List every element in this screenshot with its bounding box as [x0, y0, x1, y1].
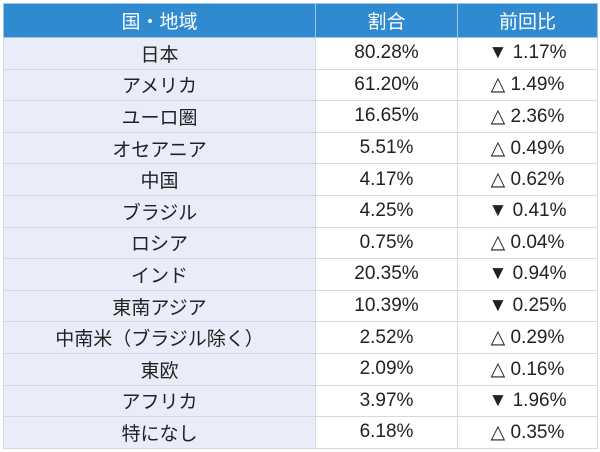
share-cell: 5.51%: [315, 131, 458, 165]
table-row: 特になし 6.18% △ 0.35%: [3, 416, 598, 449]
header-row: 国・地域 割合 前回比: [3, 3, 598, 38]
region-cell: アフリカ: [3, 384, 316, 418]
change-cell: △ 2.36%: [457, 100, 598, 133]
share-cell: 4.25%: [315, 194, 458, 228]
header-region: 国・地域: [3, 3, 316, 38]
region-share-table: 国・地域 割合 前回比 日本 80.28% ▼ 1.17% アメリカ 61.20% △ 1…: [3, 3, 598, 449]
region-cell: 日本: [3, 37, 316, 70]
share-cell: 3.97%: [315, 384, 458, 418]
table-row: オセアニア 5.51% △ 0.49%: [3, 131, 598, 165]
region-cell: アメリカ: [3, 68, 316, 102]
share-cell: 20.35%: [315, 258, 458, 291]
change-cell: △ 0.04%: [457, 226, 598, 260]
change-cell: ▼ 1.96%: [457, 384, 598, 418]
share-cell: 4.17%: [315, 163, 458, 196]
header-share: 割合: [315, 3, 458, 38]
table-row: インド 20.35% ▼ 0.94%: [3, 258, 598, 291]
table-row: 中南米（ブラジル除く） 2.52% △ 0.29%: [3, 321, 598, 354]
region-cell: インド: [3, 258, 316, 291]
table-row: ブラジル 4.25% ▼ 0.41%: [3, 194, 598, 228]
table-row: 日本 80.28% ▼ 1.17%: [3, 37, 598, 70]
table-row: アフリカ 3.97% ▼ 1.96%: [3, 384, 598, 418]
share-cell: 80.28%: [315, 37, 458, 70]
region-cell: 東欧: [3, 352, 316, 386]
share-cell: 16.65%: [315, 100, 458, 133]
table-row: アメリカ 61.20% △ 1.49%: [3, 68, 598, 102]
table-row: 東欧 2.09% △ 0.16%: [3, 352, 598, 386]
share-cell: 2.52%: [315, 321, 458, 354]
region-cell: 中国: [3, 163, 316, 196]
change-cell: ▼ 0.41%: [457, 194, 598, 228]
table-row: 東南アジア 10.39% ▼ 0.25%: [3, 289, 598, 323]
change-cell: △ 0.49%: [457, 131, 598, 165]
region-cell: 中南米（ブラジル除く）: [3, 321, 316, 354]
change-cell: ▼ 1.17%: [457, 37, 598, 70]
change-cell: △ 0.62%: [457, 163, 598, 196]
change-cell: ▼ 0.25%: [457, 289, 598, 323]
header-change: 前回比: [457, 3, 598, 38]
region-cell: ロシア: [3, 226, 316, 260]
region-cell: 東南アジア: [3, 289, 316, 323]
share-cell: 2.09%: [315, 352, 458, 386]
change-cell: △ 1.49%: [457, 68, 598, 102]
share-cell: 61.20%: [315, 68, 458, 102]
table-row: ロシア 0.75% △ 0.04%: [3, 226, 598, 260]
share-cell: 6.18%: [315, 416, 458, 449]
change-cell: △ 0.16%: [457, 352, 598, 386]
share-cell: 0.75%: [315, 226, 458, 260]
table-row: 中国 4.17% △ 0.62%: [3, 163, 598, 196]
change-cell: ▼ 0.94%: [457, 258, 598, 291]
region-cell: ユーロ圏: [3, 100, 316, 133]
region-cell: ブラジル: [3, 194, 316, 228]
change-cell: △ 0.29%: [457, 321, 598, 354]
change-cell: △ 0.35%: [457, 416, 598, 449]
share-cell: 10.39%: [315, 289, 458, 323]
region-cell: 特になし: [3, 416, 316, 449]
region-cell: オセアニア: [3, 131, 316, 165]
table-row: ユーロ圏 16.65% △ 2.36%: [3, 100, 598, 133]
